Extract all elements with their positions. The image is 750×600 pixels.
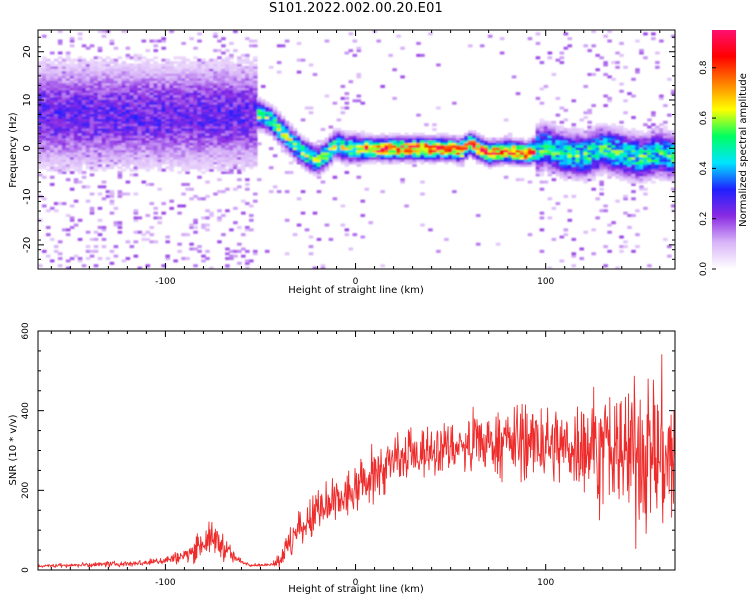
colorbar-tick-label: 0.4 — [699, 161, 709, 176]
snr-x-tick-label: -100 — [155, 578, 176, 588]
spectrogram-y-tick-label: 10 — [22, 94, 33, 107]
spectrogram-frame — [37, 29, 676, 270]
spectrogram-y-tick-label: -10 — [22, 188, 33, 204]
heatmap-cells — [38, 30, 675, 269]
snr-x-tick-label: 100 — [537, 578, 554, 588]
snr-axes: -100 0 100 0 200 400 600 — [21, 322, 675, 588]
snr-series — [38, 354, 675, 569]
spectrogram-x-tick-label: -100 — [155, 277, 176, 287]
snr-x-tick-label: 0 — [353, 578, 359, 588]
snr-line — [38, 354, 675, 569]
snr-y-tick-label: 600 — [21, 322, 31, 339]
snr-y-tick-label: 200 — [21, 481, 31, 498]
snr-ylabel: SNR (10 * v/v) — [8, 414, 19, 485]
spectrogram-ylabel: Frequency (Hz) — [8, 112, 19, 188]
colorbar — [712, 30, 736, 269]
spectrogram-y-tick-label: 20 — [22, 45, 33, 58]
snr-chart: -100 0 100 0 200 400 600 Height of straight li… — [8, 322, 676, 595]
spectrogram-y-tick-label: 0 — [22, 145, 33, 151]
snr-frame — [37, 330, 676, 571]
snr-xlabel: Height of straight line (km) — [288, 584, 424, 595]
colorbar-label: Normalized spectral amplitude — [738, 73, 749, 227]
snr-y-tick-label: 0 — [21, 567, 31, 573]
spectrogram-x-tick-label: 100 — [537, 277, 554, 287]
colorbar-tick-label: 0.8 — [699, 60, 709, 75]
snr-y-tick-label: 400 — [21, 402, 31, 419]
colorbar-tick-label: 0.0 — [699, 262, 709, 277]
colorbar-ticks: 0.0 0.2 0.4 0.6 0.8 — [699, 60, 716, 276]
spectrogram-y-tick-label: -20 — [22, 237, 33, 253]
figure-title: S101.2022.002.00.20.E01 — [268, 1, 444, 16]
colorbar-tick-label: 0.6 — [699, 111, 709, 126]
spectrogram-xlabel: Height of straight line (km) — [288, 285, 424, 295]
colorbar-tick-label: 0.2 — [699, 212, 709, 226]
spectrogram-x-tick-label: 0 — [353, 277, 359, 287]
